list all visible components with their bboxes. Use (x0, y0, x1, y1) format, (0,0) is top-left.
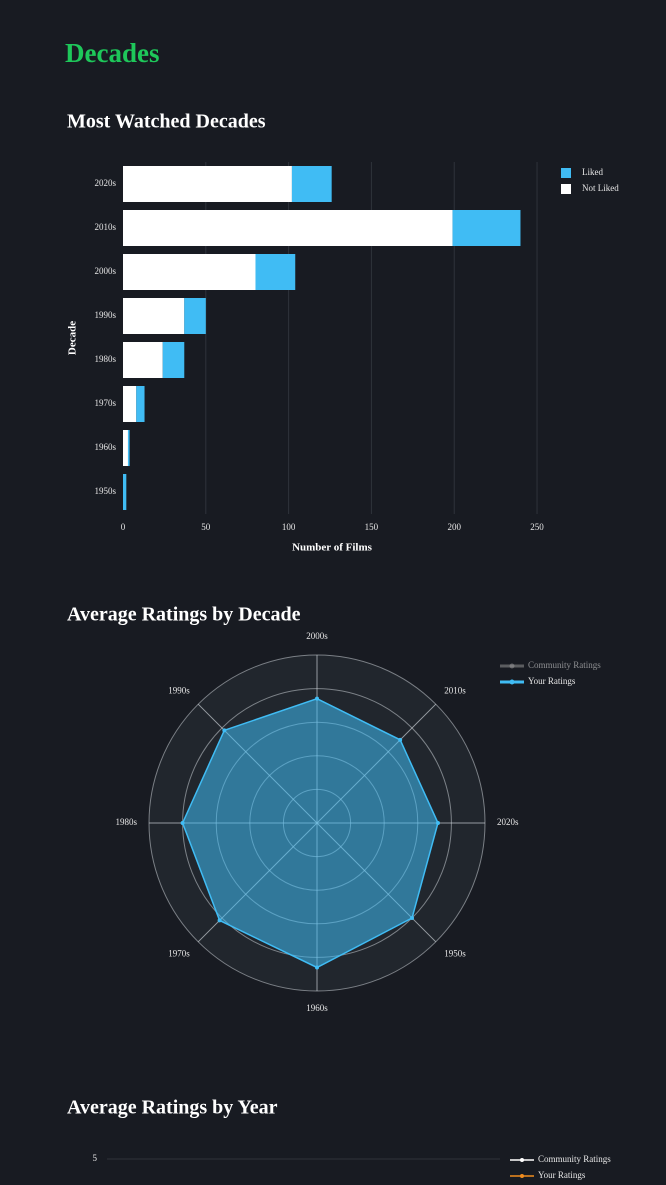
page-title: Decades (65, 38, 159, 68)
bar (123, 386, 137, 422)
legend-label: Not Liked (582, 183, 619, 193)
angular-label: 2020s (497, 817, 519, 827)
angular-label: 1990s (168, 686, 190, 696)
angular-label: 2000s (306, 631, 328, 641)
bar (123, 474, 127, 510)
y-tick-label: 2000s (94, 266, 116, 276)
bar (123, 254, 256, 290)
bar (123, 298, 185, 334)
angular-label: 2010s (444, 686, 466, 696)
angular-label: 1980s (115, 817, 137, 827)
bar (136, 386, 145, 422)
y-tick-label: 1970s (94, 398, 116, 408)
bar (291, 166, 332, 202)
legend-marker (509, 663, 515, 669)
bar (127, 430, 130, 466)
bar (123, 210, 453, 246)
legend-label: Community Ratings (538, 1154, 611, 1164)
radar-marker (410, 916, 415, 921)
angular-label: 1960s (306, 1003, 328, 1013)
y-tick-label: 1990s (94, 310, 116, 320)
radar-marker (398, 737, 403, 742)
y-tick-label: 5 (93, 1153, 98, 1163)
bar (123, 166, 292, 202)
legend-marker (520, 1158, 524, 1162)
x-tick-label: 50 (201, 522, 211, 532)
y-axis-title: Decade (67, 321, 79, 355)
x-tick-label: 0 (121, 522, 126, 532)
legend-label: Community Ratings (528, 660, 601, 670)
x-tick-label: 150 (365, 522, 379, 532)
bar (184, 298, 206, 334)
radar-marker (315, 965, 319, 970)
chart-title: Average Ratings by Decade (67, 604, 301, 626)
legend-swatch (561, 168, 571, 178)
chart-title: Most Watched Decades (67, 111, 266, 133)
y-tick-label: 2010s (94, 222, 116, 232)
bar (162, 342, 185, 378)
x-axis-title: Number of Films (292, 542, 373, 554)
radar-marker (222, 728, 227, 733)
bar (123, 342, 163, 378)
legend-label: Your Ratings (528, 676, 576, 686)
chart-title: Average Ratings by Year (67, 1097, 278, 1119)
legend-marker (520, 1174, 524, 1178)
bar (255, 254, 296, 290)
radar-marker (435, 821, 440, 825)
bar (123, 430, 128, 466)
y-tick-label: 1980s (94, 354, 116, 364)
y-tick-label: 1950s (94, 486, 116, 496)
legend-swatch (561, 184, 571, 194)
x-tick-label: 100 (282, 522, 296, 532)
angular-label: 1970s (168, 949, 190, 959)
legend-label: Liked (582, 167, 603, 177)
legend-label: Your Ratings (538, 1170, 586, 1180)
y-tick-label: 1960s (94, 442, 116, 452)
radar-marker (217, 918, 222, 923)
x-tick-label: 200 (447, 522, 461, 532)
legend-marker (509, 679, 515, 685)
radar-marker (180, 821, 185, 825)
bar (452, 210, 521, 246)
radar-marker (315, 696, 319, 701)
y-tick-label: 2020s (94, 178, 116, 188)
x-tick-label: 250 (530, 522, 544, 532)
angular-label: 1950s (444, 949, 466, 959)
